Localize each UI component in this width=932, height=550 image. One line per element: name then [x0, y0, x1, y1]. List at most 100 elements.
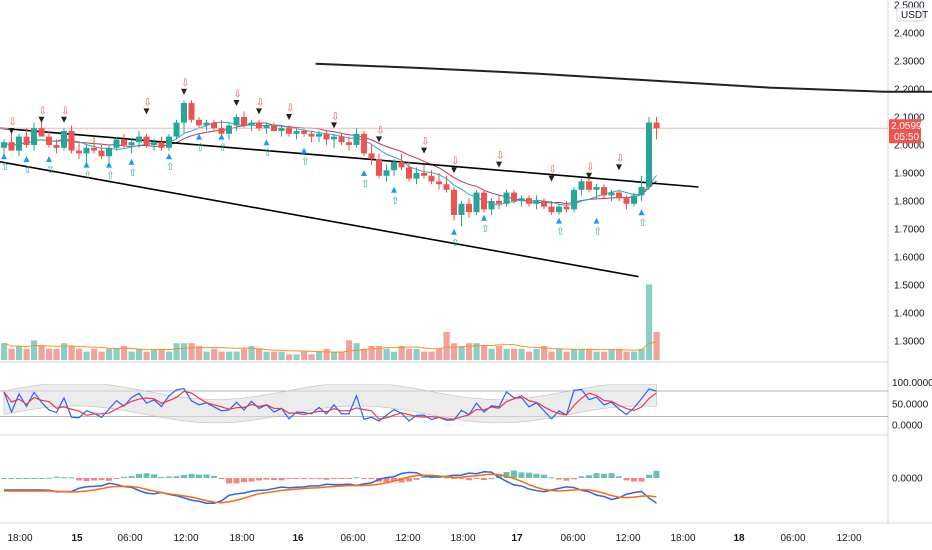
macd-histogram-bar	[556, 478, 562, 480]
volume-bar	[391, 351, 398, 360]
volume-bar	[278, 351, 285, 360]
sell-arrow-icon: ⇩	[376, 125, 384, 136]
macd-histogram-bar	[211, 475, 217, 478]
macd-histogram-bar	[383, 478, 390, 483]
candle-body	[466, 203, 472, 213]
buy-arrow-icon: ⇧	[106, 171, 114, 182]
volume-bar	[308, 354, 315, 360]
candle-body	[143, 136, 150, 145]
macd-histogram-bar	[631, 478, 637, 482]
candle-body	[593, 187, 600, 190]
macd-histogram-bar	[8, 478, 15, 479]
osc2-tick-label: 0.0000	[892, 474, 923, 485]
macd-histogram-bar	[346, 478, 352, 479]
candle-body	[316, 133, 322, 137]
volume-bar	[211, 348, 218, 360]
macd-histogram-bar	[76, 478, 82, 481]
macd-histogram-bar	[653, 470, 660, 478]
sell-triangle-marker	[451, 167, 457, 174]
sell-triangle-marker	[586, 172, 592, 179]
time-tick-label: 16	[292, 533, 304, 544]
volume-bar	[68, 346, 75, 360]
macd-histogram-bar	[331, 478, 337, 479]
buy-triangle-marker	[1, 153, 7, 160]
volume-bar	[271, 351, 278, 360]
sell-triangle-marker	[181, 88, 187, 95]
macd-histogram-bar	[503, 471, 510, 478]
time-tick-label: 06:00	[340, 533, 365, 544]
sell-arrow-icon: ⇩	[9, 117, 17, 128]
time-tick-label: 18:00	[450, 533, 475, 544]
sell-triangle-marker	[286, 114, 292, 120]
macd-histogram-bar	[248, 478, 255, 482]
macd-histogram-bar	[241, 478, 247, 483]
osc1-tick-label: 50.0000	[892, 399, 929, 410]
buy-triangle-marker	[593, 217, 600, 224]
time-tick-label: 06:00	[117, 533, 142, 544]
macd-histogram-bar	[233, 478, 240, 484]
macd-histogram-bar	[473, 478, 480, 480]
volume-bar	[398, 346, 405, 360]
candle-body	[413, 173, 420, 179]
osc1-tick-label: 100.0000	[892, 378, 932, 389]
volume-bar	[83, 351, 90, 360]
candle-body	[91, 147, 97, 151]
volume-bar	[38, 346, 45, 360]
candle-body	[488, 201, 495, 210]
macd-histogram-bar	[481, 478, 487, 481]
macd-histogram-bar	[338, 478, 345, 479]
buy-triangle-marker	[451, 228, 457, 235]
price-tick-label: 2.2000	[894, 85, 925, 96]
volume-bar	[76, 348, 83, 360]
candle-body	[428, 175, 435, 182]
volume-bar	[376, 346, 383, 360]
volume-bar	[16, 346, 23, 360]
volume-bar	[158, 348, 165, 360]
candle-body	[203, 122, 210, 126]
volume-bar	[518, 348, 525, 360]
price-tick-label: 2.3000	[894, 57, 925, 68]
candle-body	[398, 161, 405, 168]
volume-bar	[286, 354, 293, 360]
volume-bar	[488, 348, 495, 360]
volume-bar	[121, 346, 128, 360]
candle-body	[638, 187, 645, 196]
volume-bar	[586, 348, 593, 360]
candle-body	[151, 142, 157, 145]
candle-body	[23, 136, 30, 145]
currency-label: USDT	[901, 10, 928, 21]
macd-histogram-bar	[616, 476, 622, 478]
macd-histogram-bar	[593, 473, 600, 478]
candle-body	[106, 147, 112, 157]
volume-bar	[233, 351, 240, 360]
sell-triangle-marker	[496, 161, 502, 168]
sell-arrow-icon: ⇩	[234, 89, 242, 100]
macd-histogram-bar	[316, 478, 322, 479]
volume-bar	[301, 351, 308, 360]
candle-body	[158, 142, 165, 148]
volume-bar	[578, 348, 585, 360]
macd-histogram-bar	[143, 473, 150, 478]
candle-body	[518, 198, 525, 201]
volume-bar	[113, 348, 120, 360]
buy-triangle-marker	[391, 186, 397, 193]
macd-histogram-bar	[533, 473, 540, 478]
macd-histogram-bar	[353, 477, 360, 479]
osc1-d-line	[3, 390, 657, 420]
sell-arrow-icon: ⇩	[61, 106, 69, 117]
volume-bar	[451, 343, 458, 360]
time-tick-label: 18:00	[229, 533, 254, 544]
buy-triangle-marker	[638, 209, 645, 216]
candle-body	[38, 128, 45, 137]
macd-histogram-bar	[368, 478, 375, 480]
volume-bar	[226, 351, 233, 360]
price-tick-label: 1.6000	[894, 253, 925, 264]
buy-triangle-marker	[556, 217, 562, 224]
candle-body	[473, 192, 480, 213]
sell-arrow-icon: ⇩	[39, 106, 47, 117]
candle-body	[211, 122, 217, 129]
buy-arrow-icon: ⇧	[24, 165, 32, 176]
sell-arrow-icon: ⇩	[286, 103, 294, 114]
macd-histogram-bar	[38, 478, 45, 479]
